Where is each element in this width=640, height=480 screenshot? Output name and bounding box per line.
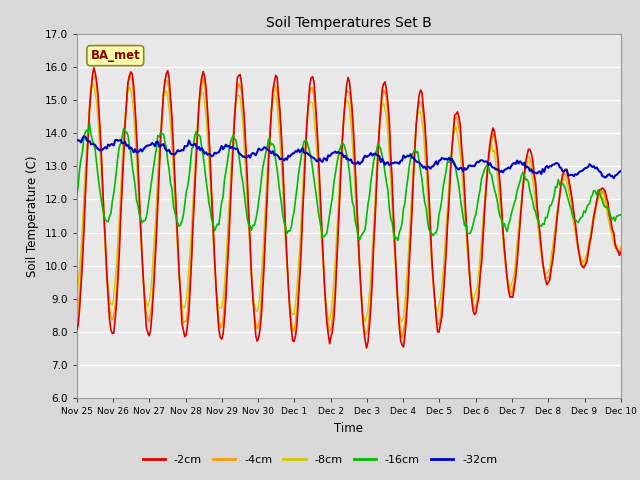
Title: Soil Temperatures Set B: Soil Temperatures Set B <box>266 16 431 30</box>
Text: BA_met: BA_met <box>90 49 140 62</box>
Y-axis label: Soil Temperature (C): Soil Temperature (C) <box>26 155 39 277</box>
X-axis label: Time: Time <box>334 422 364 435</box>
Legend: -2cm, -4cm, -8cm, -16cm, -32cm: -2cm, -4cm, -8cm, -16cm, -32cm <box>138 451 502 469</box>
